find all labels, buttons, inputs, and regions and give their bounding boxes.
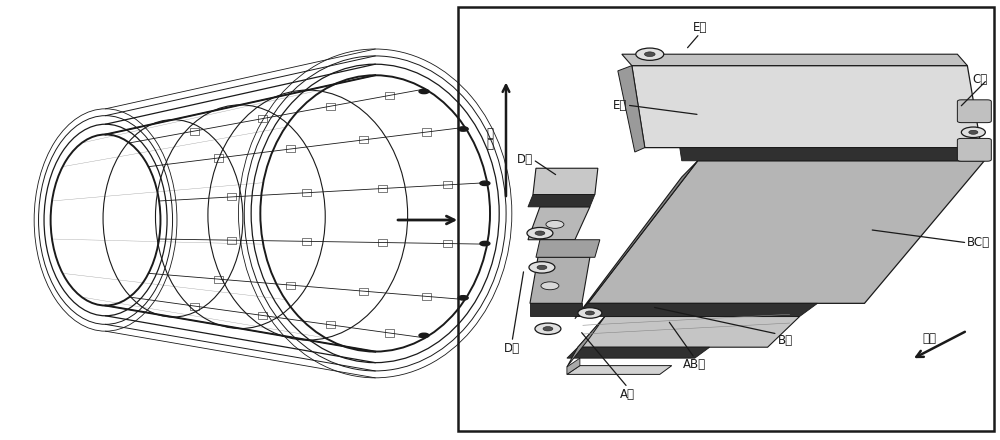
Text: 径: 径: [487, 127, 494, 139]
Polygon shape: [575, 161, 698, 319]
Bar: [422, 128, 431, 136]
Bar: [258, 312, 267, 319]
Polygon shape: [632, 66, 981, 148]
Polygon shape: [536, 240, 600, 257]
Bar: [385, 330, 394, 337]
Text: BC片: BC片: [967, 236, 990, 249]
Text: 向: 向: [487, 138, 494, 151]
Circle shape: [969, 130, 978, 134]
Bar: [190, 303, 199, 310]
Circle shape: [585, 311, 594, 315]
Polygon shape: [567, 316, 605, 367]
Text: E片: E片: [612, 99, 627, 112]
Polygon shape: [575, 303, 818, 316]
Circle shape: [419, 89, 429, 94]
Bar: [359, 288, 368, 295]
Polygon shape: [578, 316, 800, 347]
Polygon shape: [567, 366, 672, 374]
Text: E销: E销: [693, 21, 707, 33]
Polygon shape: [567, 347, 710, 358]
Bar: [443, 240, 452, 247]
Polygon shape: [528, 207, 590, 240]
Bar: [214, 275, 223, 282]
Text: 轴向: 轴向: [922, 332, 936, 345]
Circle shape: [480, 242, 490, 246]
Circle shape: [527, 227, 553, 239]
Polygon shape: [622, 54, 967, 66]
Text: AB片: AB片: [683, 358, 706, 371]
Polygon shape: [533, 168, 598, 194]
Circle shape: [529, 262, 555, 273]
Bar: [286, 146, 295, 152]
Circle shape: [480, 181, 490, 186]
Polygon shape: [680, 148, 984, 161]
Bar: [227, 194, 236, 201]
FancyBboxPatch shape: [957, 100, 991, 123]
Bar: [458, 7, 994, 430]
Polygon shape: [567, 358, 580, 374]
Bar: [258, 115, 267, 122]
Text: D片: D片: [517, 153, 533, 166]
Bar: [385, 92, 394, 99]
Bar: [359, 136, 368, 143]
Bar: [302, 238, 311, 245]
Bar: [422, 293, 431, 300]
Text: B销: B销: [778, 334, 793, 347]
Polygon shape: [528, 194, 595, 207]
Circle shape: [644, 52, 655, 56]
Circle shape: [543, 326, 553, 331]
Bar: [214, 154, 223, 161]
Text: A销: A销: [620, 388, 635, 400]
Circle shape: [636, 48, 664, 60]
Polygon shape: [530, 303, 582, 316]
Bar: [443, 181, 452, 188]
Bar: [302, 189, 311, 196]
Text: D销: D销: [504, 342, 520, 355]
Bar: [286, 282, 295, 289]
Circle shape: [546, 220, 564, 228]
Bar: [190, 128, 199, 135]
Circle shape: [535, 323, 561, 334]
Circle shape: [541, 282, 559, 290]
Bar: [326, 321, 335, 328]
Circle shape: [537, 265, 547, 270]
Circle shape: [458, 296, 468, 300]
Bar: [227, 237, 236, 244]
FancyBboxPatch shape: [957, 139, 991, 161]
Circle shape: [578, 308, 602, 318]
Circle shape: [535, 231, 545, 235]
Circle shape: [961, 127, 985, 138]
Polygon shape: [618, 66, 645, 152]
Bar: [378, 185, 387, 192]
Text: C销: C销: [972, 73, 987, 86]
Circle shape: [458, 127, 468, 131]
Bar: [378, 239, 387, 246]
Circle shape: [419, 333, 429, 337]
Polygon shape: [530, 257, 590, 303]
Bar: [326, 103, 335, 110]
Polygon shape: [588, 161, 984, 303]
